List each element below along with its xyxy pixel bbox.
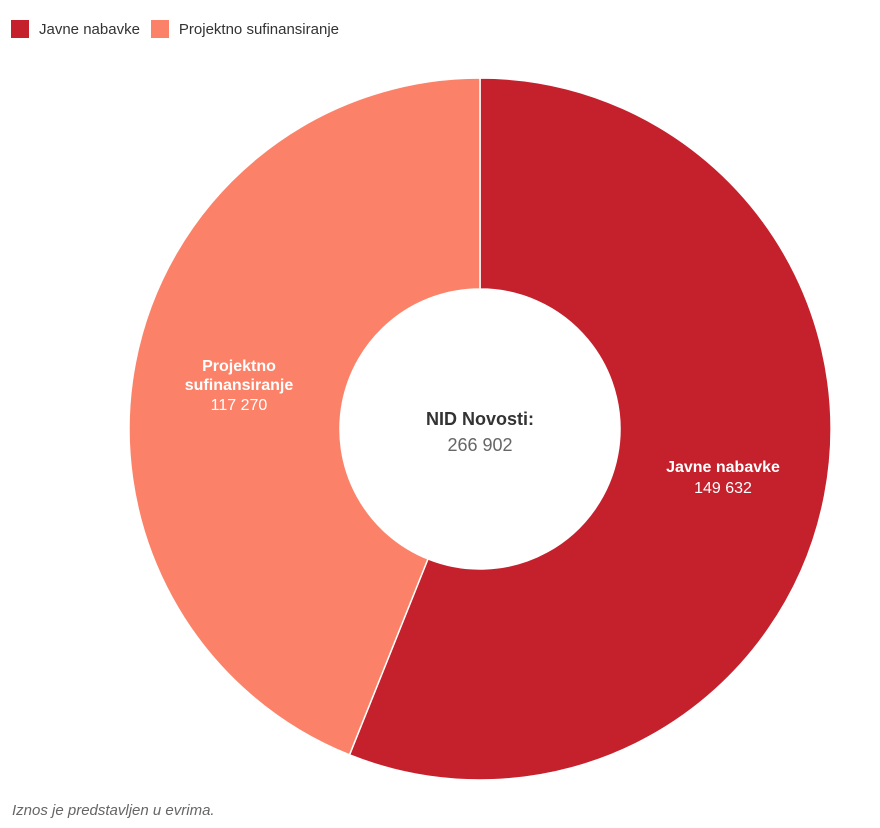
svg-text:Javne nabavke: Javne nabavke xyxy=(666,459,780,476)
svg-text:sufinansiranje: sufinansiranje xyxy=(185,377,294,394)
svg-text:NID Novosti:: NID Novosti: xyxy=(426,409,534,429)
svg-text:Projektno: Projektno xyxy=(202,358,276,375)
svg-text:149 632: 149 632 xyxy=(694,480,752,497)
svg-text:266 902: 266 902 xyxy=(447,435,512,455)
svg-text:117 270: 117 270 xyxy=(211,397,268,414)
